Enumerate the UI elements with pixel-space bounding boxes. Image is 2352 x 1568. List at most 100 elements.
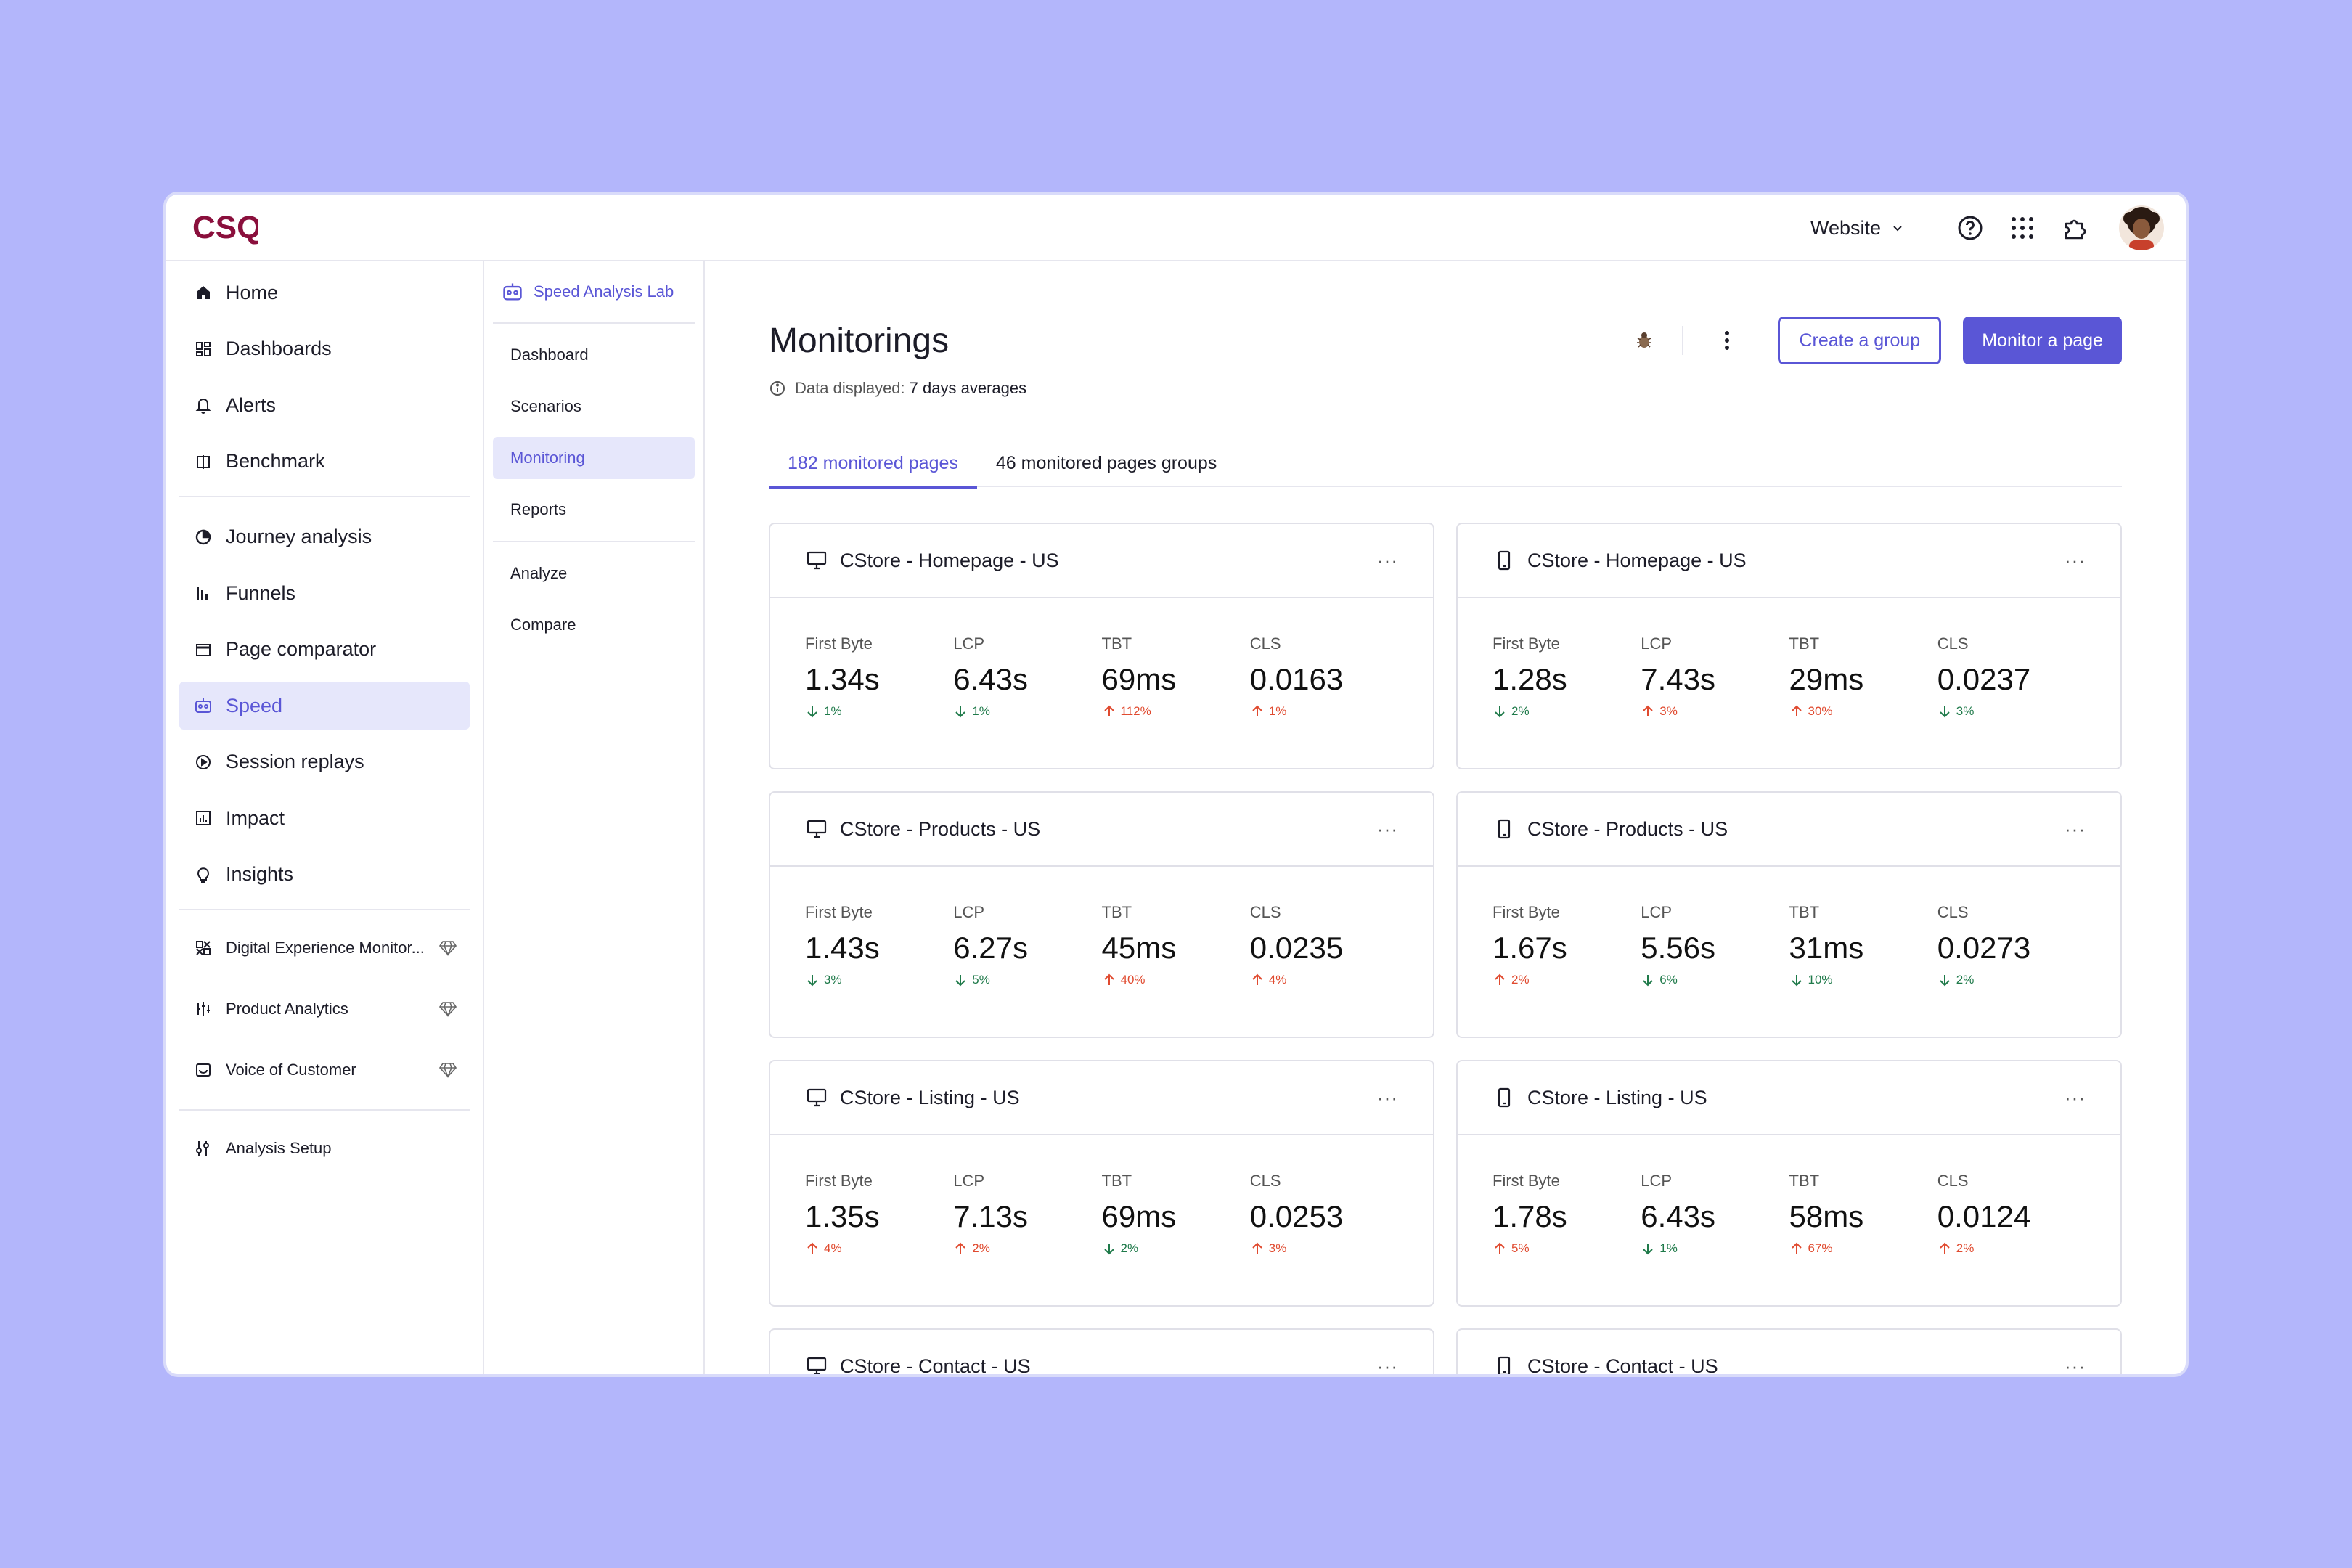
subnav-item-reports[interactable]: Reports	[510, 500, 567, 518]
metric-value: 1.67s	[1493, 931, 1567, 965]
sidebar-item-impact[interactable]: Impact	[179, 794, 470, 842]
sidebar-item-product-analytics[interactable]: Product Analytics	[179, 987, 470, 1031]
bulb-icon	[192, 864, 214, 886]
monitor-card[interactable]: CStore - Contact - US ···	[1456, 1328, 2122, 1374]
arrow-up-icon	[1937, 1241, 1956, 1256]
metric-delta-value: 2%	[1956, 1241, 1975, 1255]
top-bar: CSQ Website	[166, 195, 2186, 261]
subnav-item-scenarios[interactable]: Scenarios	[510, 397, 581, 415]
monitor-card[interactable]: CStore - Contact - US ···	[769, 1328, 1434, 1374]
create-group-button[interactable]: Create a group	[1778, 317, 1942, 364]
metric-delta: 30%	[1789, 704, 1937, 719]
sidebar-item-label: Voice of Customer	[226, 1060, 356, 1079]
card-title[interactable]: CStore - Products - US	[1527, 817, 1728, 840]
puzzle-icon[interactable]	[2059, 213, 2090, 243]
arrow-down-icon	[805, 704, 824, 719]
metric: TBT 45ms 40%	[1102, 903, 1250, 987]
sidebar-item-home[interactable]: Home	[179, 269, 470, 317]
subnav-item-dashboard[interactable]: Dashboard	[510, 346, 589, 364]
metric-value: 69ms	[1101, 662, 1177, 696]
metric-value: 29ms	[1789, 662, 1864, 696]
more-horizontal-icon[interactable]: ···	[1377, 1355, 1398, 1375]
page-title: Monitorings	[769, 322, 950, 360]
subnav-item-compare[interactable]: Compare	[510, 616, 576, 634]
metric-delta-value: 5%	[972, 973, 990, 987]
metric-delta-value: 3%	[824, 973, 842, 987]
metric-delta-value: 3%	[1956, 704, 1975, 718]
metric-label: First Byte	[805, 903, 873, 921]
more-horizontal-icon[interactable]: ···	[2065, 1355, 2086, 1375]
sidebar-divider	[179, 495, 470, 497]
metric-value: 58ms	[1789, 1199, 1864, 1233]
monitor-card[interactable]: CStore - Listing - US ··· First Byte 1.78s 5…	[1456, 1060, 2122, 1307]
bug-icon[interactable]	[1630, 326, 1659, 355]
monitor-page-button[interactable]: Monitor a page	[1963, 317, 2122, 364]
monitor-card[interactable]: CStore - Products - US ··· First Byte 1.43s…	[769, 791, 1434, 1038]
sidebar-item-session-replays[interactable]: Session replays	[179, 738, 470, 786]
subnav-item-analyze[interactable]: Analyze	[510, 564, 568, 582]
apps-grid-icon[interactable]	[2007, 213, 2038, 243]
sidebar-item-analysis-setup[interactable]: Analysis Setup	[179, 1127, 470, 1170]
sidebar-item-dashboards[interactable]: Dashboards	[179, 325, 470, 373]
tab-monitored-groups[interactable]: 46 monitored pages groups	[995, 452, 1217, 473]
card-title[interactable]: CStore - Contact - US	[840, 1355, 1031, 1375]
metric: LCP 7.13s 2%	[953, 1172, 1101, 1256]
sidebar-item-funnels[interactable]: Funnels	[179, 569, 470, 617]
metric-delta: 1%	[1250, 704, 1398, 719]
metric-delta: 40%	[1102, 973, 1250, 987]
card-title[interactable]: CStore - Contact - US	[1527, 1355, 1718, 1375]
metric-delta-value: 112%	[1120, 704, 1151, 718]
subnav-item-monitoring[interactable]: Monitoring	[493, 437, 695, 479]
monitor-card[interactable]: CStore - Homepage - US ··· First Byte 1.34s…	[769, 523, 1434, 769]
card-title[interactable]: CStore - Homepage - US	[1527, 549, 1747, 571]
more-vertical-icon[interactable]	[1712, 326, 1741, 355]
sidebar-item-benchmark[interactable]: Benchmark	[179, 438, 470, 486]
sidebar-item-label: Page comparator	[226, 638, 377, 660]
subnav-divider	[493, 541, 695, 542]
more-horizontal-icon[interactable]: ···	[1377, 817, 1398, 840]
metric: TBT 58ms 67%	[1789, 1172, 1937, 1256]
more-horizontal-icon[interactable]: ···	[1377, 1086, 1398, 1108]
metric-label: CLS	[1249, 903, 1281, 921]
arrow-down-icon	[953, 973, 972, 987]
user-avatar[interactable]	[2119, 205, 2164, 250]
more-horizontal-icon[interactable]: ···	[2065, 549, 2086, 571]
setup-icon	[192, 1138, 214, 1159]
sidebar-item-page-comparator[interactable]: Page comparator	[179, 626, 470, 674]
card-title[interactable]: CStore - Listing - US	[1527, 1086, 1707, 1108]
metric-value: 0.0235	[1249, 931, 1344, 965]
sidebar-item-speed[interactable]: Speed	[179, 682, 470, 730]
card-metrics: First Byte 1.35s 4% LCP 7.13s 2% TBT 69ms 2% CLS 0…	[770, 1135, 1433, 1256]
sidebar-item-journey-analysis[interactable]: Journey analysis	[179, 513, 470, 561]
card-title[interactable]: CStore - Products - US	[840, 817, 1041, 840]
more-horizontal-icon[interactable]: ···	[2065, 1086, 2086, 1108]
card-title[interactable]: CStore - Listing - US	[840, 1086, 1020, 1108]
mobile-icon	[1493, 549, 1516, 572]
metric-delta: 2%	[953, 1241, 1101, 1256]
metric-delta: 3%	[1250, 1241, 1398, 1256]
metric-value: 31ms	[1789, 931, 1864, 965]
sidebar-item-alerts[interactable]: Alerts	[179, 381, 470, 429]
card-header: CStore - Homepage - US ···	[770, 524, 1433, 598]
metric-delta-value: 10%	[1808, 973, 1833, 987]
website-selector[interactable]: Website	[1810, 217, 1904, 240]
diamond-icon	[439, 1001, 457, 1017]
arrow-up-icon	[1102, 704, 1121, 719]
more-horizontal-icon[interactable]: ···	[1377, 549, 1398, 571]
help-icon[interactable]	[1955, 213, 1985, 243]
csq-logo[interactable]: CSQ	[192, 209, 258, 245]
monitor-card[interactable]: CStore - Listing - US ··· First Byte 1.35s 4…	[769, 1060, 1434, 1307]
subnav-header[interactable]: Speed Analysis Lab	[493, 261, 695, 324]
metric-label: CLS	[1937, 634, 1969, 653]
card-title[interactable]: CStore - Homepage - US	[840, 549, 1059, 571]
metric-value: 6.43s	[1641, 1199, 1715, 1233]
sidebar-item-digital-experience-monitor[interactable]: Digital Experience Monitor...	[179, 926, 470, 970]
tab-monitored-pages[interactable]: 182 monitored pages	[769, 439, 977, 489]
monitor-card[interactable]: CStore - Products - US ··· First Byte 1.67s…	[1456, 791, 2122, 1038]
metric: CLS 0.0163 1%	[1250, 634, 1398, 719]
metric-label: First Byte	[1493, 634, 1560, 653]
sidebar-item-voice-of-customer[interactable]: Voice of Customer	[179, 1048, 470, 1092]
sidebar-item-insights[interactable]: Insights	[179, 851, 470, 899]
monitor-card[interactable]: CStore - Homepage - US ··· First Byte 1.28s…	[1456, 523, 2122, 769]
more-horizontal-icon[interactable]: ···	[2065, 817, 2086, 840]
